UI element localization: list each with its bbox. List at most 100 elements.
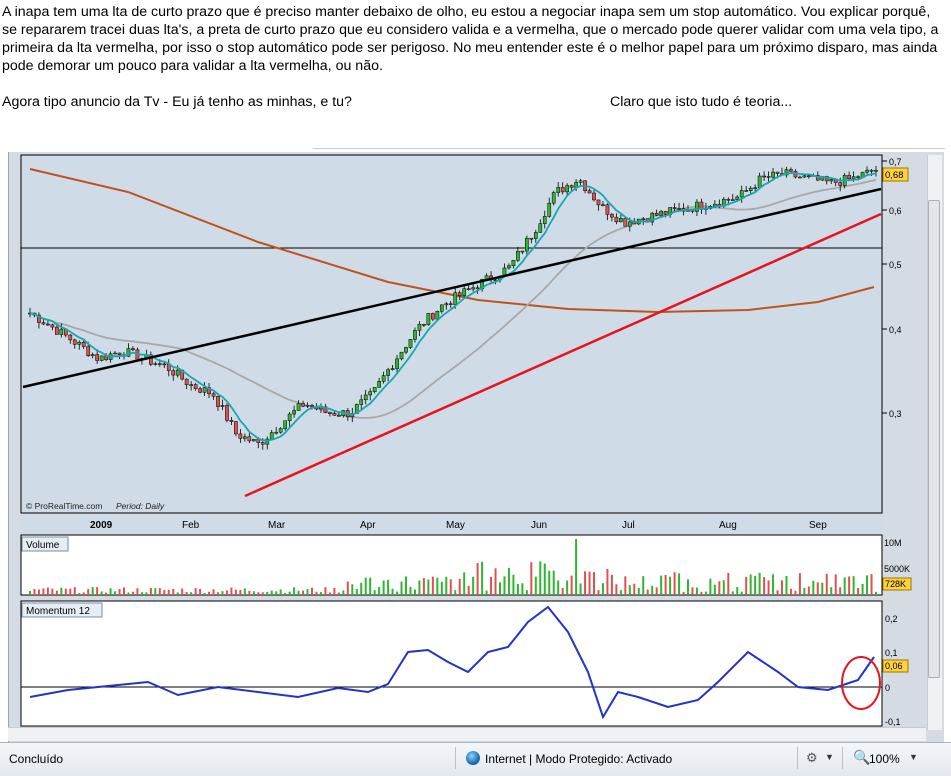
momentum-title: Momentum 12: [26, 606, 90, 617]
protected-mode-icon[interactable]: ⚙: [806, 750, 818, 765]
volume-bar: [364, 577, 367, 595]
chevron-down-icon[interactable]: ▼: [825, 752, 834, 762]
volume-bar: [297, 590, 300, 595]
candle-body: [68, 334, 73, 341]
volume-bar: [467, 585, 470, 595]
volume-bar: [37, 589, 40, 595]
month-label: Sep: [809, 520, 827, 531]
chevron-down-icon[interactable]: ▼: [909, 752, 918, 762]
volume-bar: [378, 587, 381, 595]
volume-bar: [78, 592, 81, 595]
candle-body: [220, 405, 225, 407]
candle-body: [377, 381, 381, 388]
volume-bar: [454, 590, 457, 595]
candle-body: [623, 218, 628, 227]
volume-bar: [199, 588, 202, 595]
candle-body: [359, 399, 364, 405]
volume-bar: [539, 561, 542, 595]
candle-body: [193, 384, 198, 389]
horizontal-scrollbar[interactable]: [8, 727, 926, 741]
volume-bar: [324, 587, 327, 595]
volume-bar: [140, 592, 143, 595]
candle-body: [117, 352, 122, 355]
volume-bar: [548, 570, 551, 595]
candle-body: [529, 237, 534, 240]
candle-body: [55, 326, 59, 335]
volume-bar: [217, 592, 219, 595]
post-paragraph: Agora tipo anuncio da Tv - Eu já tenho a…: [2, 94, 352, 110]
volume-bar: [234, 589, 237, 595]
candle-body: [131, 348, 135, 351]
candle-body: [310, 404, 314, 407]
volume-bar: [472, 576, 475, 595]
zoom-icon[interactable]: 🔍: [853, 749, 871, 765]
candle-body: [59, 328, 64, 335]
candle-body: [475, 287, 480, 290]
candle-body: [771, 171, 775, 178]
candle-body: [744, 190, 749, 192]
volume-bar: [333, 588, 336, 595]
candle-body: [874, 169, 878, 172]
candle-body: [439, 304, 444, 312]
candle-body: [202, 387, 207, 393]
candle-body: [538, 223, 543, 233]
momentum-tick-label: 0,2: [885, 614, 898, 624]
candle-body: [171, 370, 176, 376]
volume-bar: [543, 563, 546, 595]
candle-body: [757, 175, 762, 188]
volume-bar: [261, 592, 264, 595]
scrollbar-thumb[interactable]: [928, 200, 940, 678]
candle-body: [542, 216, 547, 224]
volume-bar: [610, 574, 613, 595]
volume-bar: [476, 563, 479, 595]
candle-body: [265, 438, 270, 445]
security-zone-label[interactable]: Internet | Modo Protegido: Activado: [485, 752, 673, 766]
volume-bar: [507, 567, 510, 595]
volume-bar: [588, 571, 591, 595]
volume-bar: [445, 576, 448, 595]
volume-bar: [704, 591, 707, 595]
candle-body: [663, 211, 668, 215]
volume-bar: [382, 580, 385, 595]
price-tick-label: 0,4: [889, 325, 902, 335]
candle-body: [46, 323, 50, 326]
volume-bar: [172, 588, 175, 595]
volume-bar: [91, 587, 94, 595]
last-price-badge: [882, 167, 909, 182]
candle-body: [372, 387, 377, 392]
candle-body: [766, 176, 771, 178]
volume-bar: [136, 588, 139, 595]
candle-body: [198, 388, 202, 393]
candle-body: [381, 375, 386, 382]
candle-body: [453, 292, 458, 305]
volume-bar: [284, 592, 287, 595]
candle-body: [234, 421, 238, 435]
volume-bar: [521, 583, 524, 595]
volume-bar: [870, 574, 873, 595]
zoom-level[interactable]: 100%: [869, 752, 900, 766]
volume-bar: [230, 587, 233, 595]
candle-body: [627, 221, 632, 227]
candle-body: [444, 303, 449, 306]
volume-bar: [490, 576, 493, 595]
candle-body: [641, 218, 646, 220]
volume-bar: [593, 572, 595, 595]
volume-bar: [570, 575, 573, 595]
price-tick-label: 0,5: [889, 260, 902, 270]
candle-body: [363, 394, 368, 401]
candle-body: [829, 179, 834, 182]
volume-bar: [87, 589, 90, 595]
post-paragraph: Claro que isto tudo é teoria...: [610, 94, 793, 110]
volume-bar: [396, 591, 399, 595]
volume-bar: [637, 587, 640, 595]
candle-body: [229, 420, 234, 422]
volume-bar: [494, 568, 497, 595]
candle-body: [99, 355, 104, 361]
volume-bar: [149, 587, 152, 595]
volume-bar: [566, 580, 569, 595]
candle-body: [838, 182, 843, 186]
volume-bar: [64, 588, 67, 595]
volume-bar: [109, 588, 112, 595]
candle-body: [856, 176, 860, 178]
volume-bar: [781, 580, 783, 595]
